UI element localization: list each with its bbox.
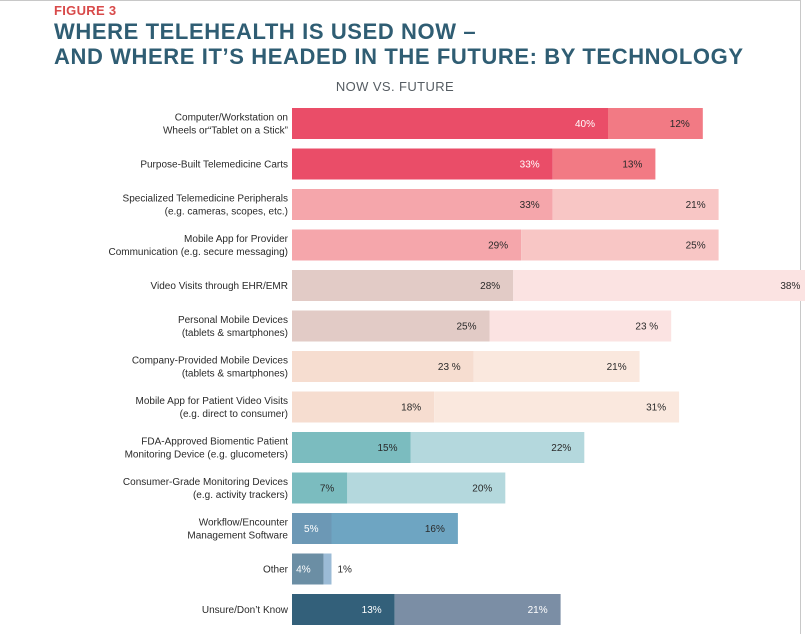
chart-title-line-1: WHERE TELEHEALTH IS USED NOW – — [54, 19, 477, 44]
value-label-future: 21% — [607, 362, 627, 373]
bar-future — [608, 108, 703, 139]
value-label-now: 15% — [377, 443, 397, 454]
category-label: Computer/Workstation on Wheels or“Tablet … — [163, 113, 288, 137]
value-label-future: 38% — [780, 281, 800, 292]
bar-now — [292, 108, 608, 139]
bar-now — [292, 553, 324, 585]
bar-future — [552, 148, 656, 180]
bar-now — [292, 391, 435, 423]
bar-now — [292, 229, 522, 261]
bar-future — [552, 189, 719, 220]
value-label-future: 31% — [646, 403, 666, 414]
category-label: Mobile App for Patient Video Visits (e.g.… — [136, 396, 289, 420]
value-label-future: 1% — [338, 565, 353, 576]
value-label-now: 5% — [304, 524, 319, 535]
bar-future — [347, 472, 506, 504]
bar-now — [292, 594, 395, 625]
value-label-future: 22% — [551, 443, 571, 454]
value-label-future: 20% — [472, 484, 492, 495]
category-label: Mobile App for Provider Communication (e.… — [108, 234, 288, 258]
value-label-now: 33% — [520, 160, 540, 171]
value-label-now: 29% — [488, 241, 508, 252]
category-label: Consumer-Grade Monitoring Devices (e.g. a… — [123, 477, 288, 501]
value-label-now: 4% — [296, 565, 311, 576]
bar-now — [292, 472, 348, 504]
value-label-now: 40% — [575, 119, 595, 130]
category-label: Specialized Telemedicine Peripherals (e.g… — [123, 194, 288, 218]
bar-future — [521, 229, 719, 261]
category-label: Other — [263, 565, 289, 576]
bar-now — [292, 432, 411, 463]
category-label: Company-Provided Mobile Devices (tablets … — [132, 356, 288, 380]
bar-future — [394, 594, 561, 625]
value-label-future: 21% — [528, 605, 548, 616]
frame-top-border — [0, 0, 800, 1]
value-label-now: 28% — [480, 281, 500, 292]
bar-now — [292, 513, 332, 544]
value-label-now: 7% — [320, 484, 335, 495]
bar-future — [331, 513, 458, 544]
bar-future — [434, 391, 680, 423]
bar-future — [489, 310, 672, 342]
category-label: Personal Mobile Devices (tablets & smartp… — [178, 315, 288, 339]
category-label: Workflow/Encounter Management Software — [187, 518, 288, 542]
value-label-future: 23 % — [635, 322, 658, 333]
figure-label: FIGURE 3 — [54, 3, 117, 18]
category-label: Purpose-Built Telemedicine Carts — [140, 160, 288, 171]
bar-now — [292, 351, 474, 382]
value-label-future: 21% — [686, 200, 706, 211]
value-label-future: 25% — [686, 241, 706, 252]
value-label-now: 23 % — [438, 362, 461, 373]
value-label-future: 12% — [670, 119, 690, 130]
value-label-now: 25% — [456, 322, 476, 333]
bar-future — [473, 351, 640, 382]
category-label: Unsure/Don’t Know — [202, 605, 289, 616]
chart-subtitle: NOW VS. FUTURE — [335, 79, 455, 94]
value-label-future: 13% — [622, 160, 642, 171]
bar-now — [292, 270, 514, 301]
bar-now — [292, 310, 490, 342]
bar-now — [292, 189, 553, 220]
category-label: FDA-Approved Biomentic Patient Monitoring… — [125, 437, 289, 461]
bar-future — [410, 432, 585, 463]
value-label-now: 18% — [401, 403, 421, 414]
category-label: Video Visits through EHR/EMR — [151, 281, 288, 292]
value-label-future: 16% — [425, 524, 445, 535]
bar-future — [323, 553, 332, 585]
chart-title-line-2: AND WHERE IT’S HEADED IN THE FUTURE: BY … — [54, 44, 744, 69]
value-label-now: 13% — [362, 605, 382, 616]
bar-future — [513, 270, 805, 301]
frame-right-border — [800, 0, 801, 634]
bar-now — [292, 148, 553, 180]
value-label-now: 33% — [520, 200, 540, 211]
